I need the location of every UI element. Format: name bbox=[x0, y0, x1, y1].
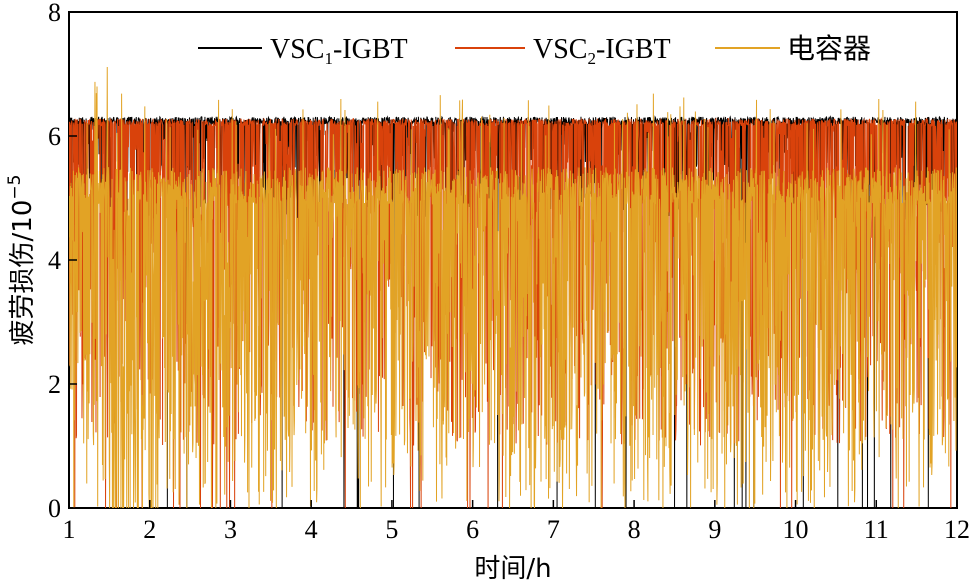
legend-label-vsc1-base: VSC bbox=[270, 34, 324, 65]
x-tick-label: 10 bbox=[783, 515, 809, 544]
x-axis-title: 时间/h bbox=[474, 554, 551, 581]
y-axis-title-main: 疲劳损伤/10 bbox=[8, 200, 38, 346]
legend-item-capacitor: 电容器 bbox=[715, 33, 871, 65]
legend-label-vsc2-base: VSC bbox=[533, 34, 587, 65]
legend: VSC1-IGBT VSC2-IGBT 电容器 bbox=[198, 33, 871, 68]
y-axis-title: 疲劳损伤/10−5 bbox=[5, 175, 38, 346]
x-tick-label: 3 bbox=[224, 515, 237, 544]
legend-item-vsc2: VSC2-IGBT bbox=[455, 34, 671, 68]
y-tick-label: 6 bbox=[48, 122, 61, 151]
legend-label-capacitor: 电容器 bbox=[787, 33, 871, 65]
svg-text:疲劳损伤/10−5: 疲劳损伤/10−5 bbox=[5, 175, 38, 346]
x-tick-label: 2 bbox=[143, 515, 156, 544]
y-tick-label: 8 bbox=[48, 0, 61, 27]
x-tick-label: 8 bbox=[628, 515, 641, 544]
y-axis-ticks: 0 2 4 6 8 bbox=[48, 0, 77, 523]
x-tick-label: 9 bbox=[708, 515, 721, 544]
x-tick-label: 11 bbox=[864, 515, 889, 544]
legend-label-vsc2-rest: -IGBT bbox=[596, 34, 671, 65]
svg-text:VSC1-IGBT: VSC1-IGBT bbox=[270, 34, 408, 68]
legend-item-vsc1: VSC1-IGBT bbox=[198, 34, 408, 68]
y-tick-label: 0 bbox=[48, 494, 61, 523]
legend-label-vsc2-sub: 2 bbox=[587, 49, 596, 68]
y-tick-label: 2 bbox=[48, 370, 61, 399]
legend-label-vsc1-rest: -IGBT bbox=[333, 34, 408, 65]
x-axis-ticks: 1 2 3 4 5 6 7 8 9 10 11 12 bbox=[63, 500, 970, 544]
x-tick-label: 12 bbox=[944, 515, 970, 544]
series-capacitor-line bbox=[69, 67, 957, 508]
x-tick-label: 4 bbox=[305, 515, 318, 544]
svg-text:电容器: 电容器 bbox=[787, 33, 871, 65]
svg-text:VSC2-IGBT: VSC2-IGBT bbox=[533, 34, 671, 68]
legend-label-vsc1-sub: 1 bbox=[324, 49, 333, 68]
x-tick-label: 7 bbox=[547, 515, 560, 544]
x-tick-label: 6 bbox=[466, 515, 479, 544]
y-tick-label: 4 bbox=[48, 246, 61, 275]
x-tick-label: 1 bbox=[63, 515, 76, 544]
x-tick-label: 5 bbox=[385, 515, 398, 544]
series-layer bbox=[69, 67, 957, 508]
y-axis-title-exponent: −5 bbox=[5, 175, 25, 200]
